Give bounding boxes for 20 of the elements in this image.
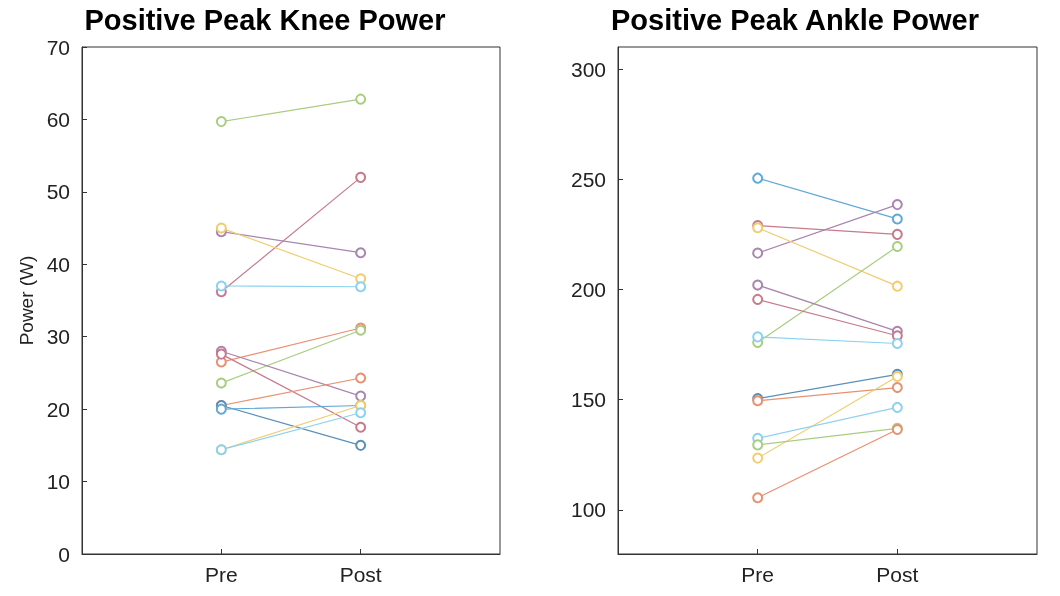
y-tick-label: 200 [570, 277, 606, 301]
y-axis-title: Power (W) [15, 255, 37, 346]
y-tick-label: 70 [46, 35, 70, 59]
chart-title: Positive Peak Ankle Power [610, 3, 980, 36]
y-tick-label: 0 [58, 542, 70, 566]
y-tick-label: 250 [570, 167, 606, 191]
y-tick-label: 50 [46, 180, 70, 204]
y-tick-label: 100 [570, 498, 606, 522]
y-tick-label: 10 [46, 470, 70, 494]
x-tick-label: Pre [741, 563, 775, 586]
x-tick-label: Post [876, 563, 919, 586]
y-tick-label: 20 [46, 397, 70, 421]
y-tick-label: 60 [46, 107, 70, 131]
x-tick-label: Post [339, 563, 382, 586]
y-tick-label: 30 [46, 325, 70, 349]
y-tick-label: 40 [46, 252, 70, 276]
x-tick-label: Pre [204, 563, 238, 586]
y-tick-label: 300 [570, 57, 606, 81]
y-tick-label: 150 [570, 388, 606, 412]
chart-title: Positive Peak Knee Power [84, 3, 446, 36]
